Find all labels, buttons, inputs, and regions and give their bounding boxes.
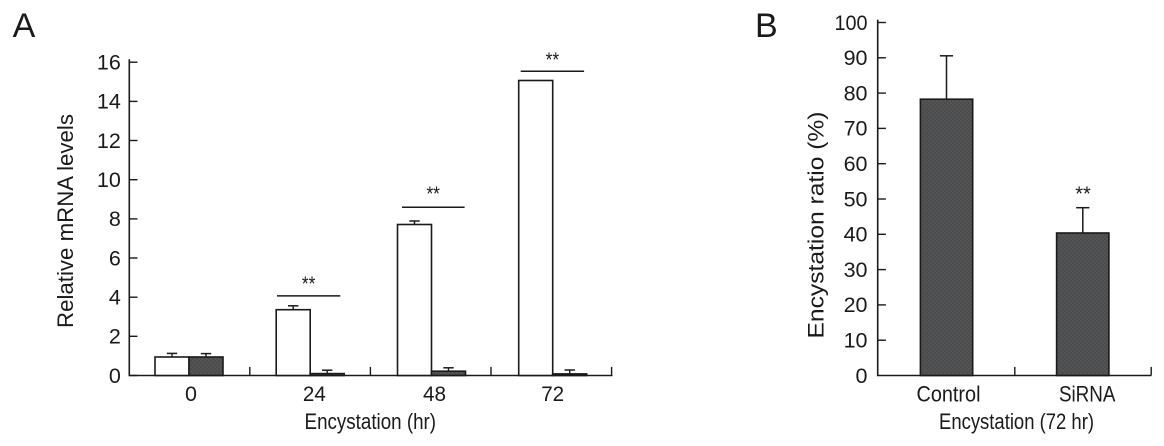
svg-text:SiRNA: SiRNA [1059,381,1116,406]
svg-text:4: 4 [109,286,121,310]
svg-text:14: 14 [97,90,121,114]
svg-text:48: 48 [423,382,446,406]
svg-text:0: 0 [109,364,121,388]
svg-text:80: 80 [844,81,868,105]
svg-text:Encystation (hr): Encystation (hr) [305,409,437,434]
svg-text:**: ** [546,50,560,72]
svg-text:2: 2 [109,325,121,349]
svg-text:12: 12 [97,129,121,153]
svg-text:20: 20 [844,293,868,317]
svg-text:100: 100 [835,11,868,35]
svg-text:**: ** [426,184,440,206]
svg-text:72: 72 [541,382,564,406]
svg-text:B: B [755,7,778,45]
svg-text:30: 30 [844,258,868,282]
svg-text:0: 0 [185,382,197,406]
svg-text:16: 16 [97,51,121,75]
svg-text:A: A [13,7,36,45]
svg-text:60: 60 [844,152,868,176]
svg-text:40: 40 [844,223,868,247]
svg-text:50: 50 [844,187,868,211]
svg-text:Encystation ratio (%): Encystation ratio (%) [803,112,828,339]
svg-text:10: 10 [97,168,121,192]
svg-text:6: 6 [109,246,121,270]
svg-text:90: 90 [844,46,868,70]
svg-text:Control: Control [917,381,981,406]
svg-text:24: 24 [303,382,326,406]
svg-text:Relative mRNA levels: Relative mRNA levels [53,114,78,328]
svg-text:Encystation (72 hr): Encystation (72 hr) [939,409,1094,434]
svg-text:8: 8 [109,207,121,231]
svg-text:0: 0 [856,364,868,388]
svg-text:10: 10 [844,329,868,353]
svg-text:**: ** [1075,184,1091,206]
svg-text:**: ** [302,274,316,296]
svg-text:70: 70 [844,117,868,141]
